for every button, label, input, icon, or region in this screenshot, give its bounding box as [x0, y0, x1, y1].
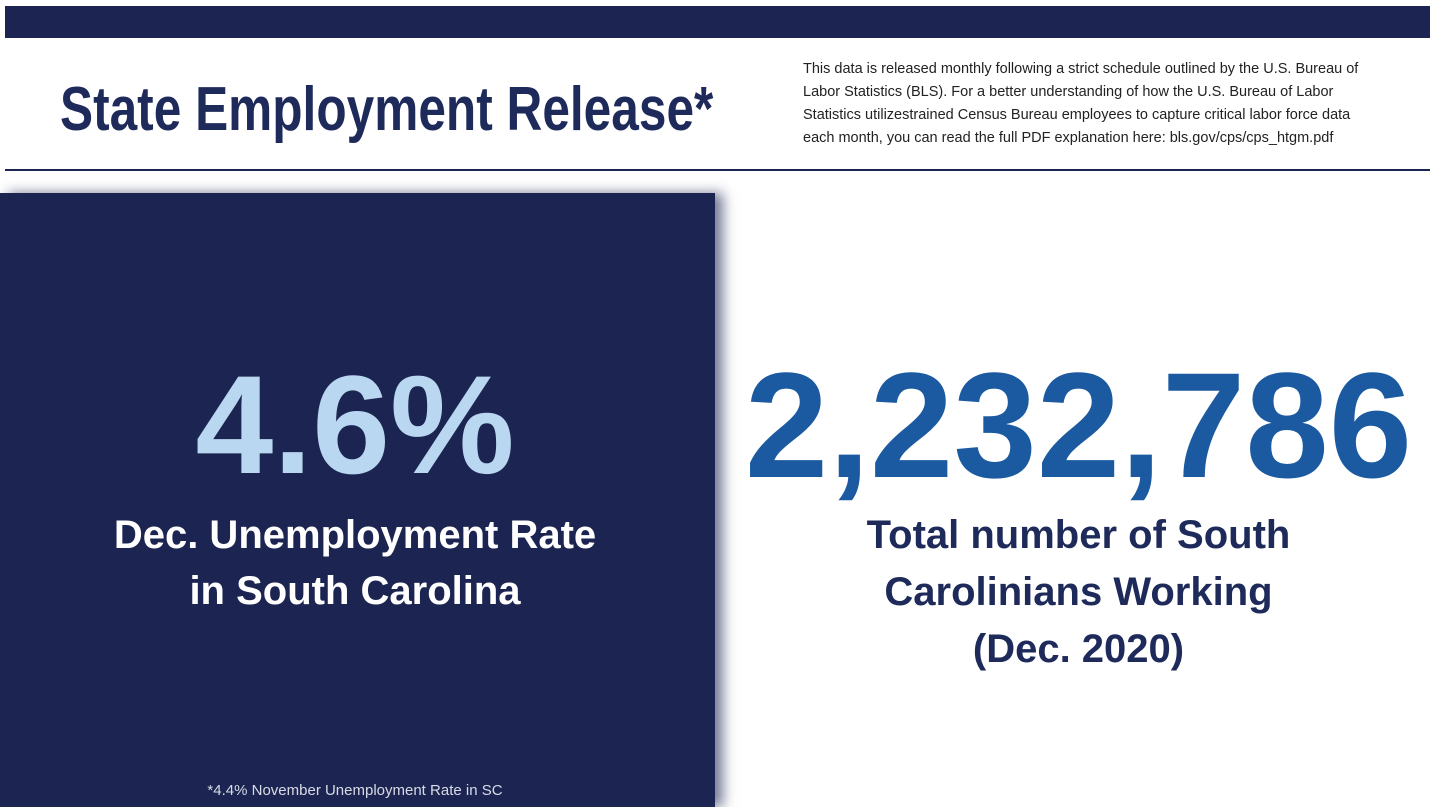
note: This data is released monthly following … [803, 58, 1358, 150]
stat-label: Total number of South Carolinians Workin… [725, 507, 1432, 678]
big-stat: 2,232,786 [744, 341, 1413, 509]
label-line: in South Carolina [189, 569, 521, 613]
footnote: *4.4% November Unemployment Rate in SC [207, 782, 503, 799]
note-line: Statistics utilizestrained Census Bureau… [803, 107, 1351, 123]
stat-label: Dec. Unemployment Rate in South Carolina [0, 507, 710, 619]
left-panel [0, 193, 715, 807]
label-line: Carolinians Working [884, 570, 1273, 614]
big-stat: 4.6% [195, 346, 515, 503]
note-line: each month, you can read the full PDF ex… [803, 130, 1334, 146]
note-line: Labor Statistics (BLS). For a better und… [803, 84, 1334, 100]
label-line: Total number of South [866, 513, 1291, 557]
note-line: This data is released monthly following … [803, 61, 1359, 77]
label-line: Dec. Unemployment Rate [113, 513, 597, 557]
label-line: (Dec. 2020) [972, 627, 1185, 671]
top-bar [5, 6, 1430, 38]
divider [5, 169, 1430, 171]
title: State Employment Release* [60, 75, 714, 144]
